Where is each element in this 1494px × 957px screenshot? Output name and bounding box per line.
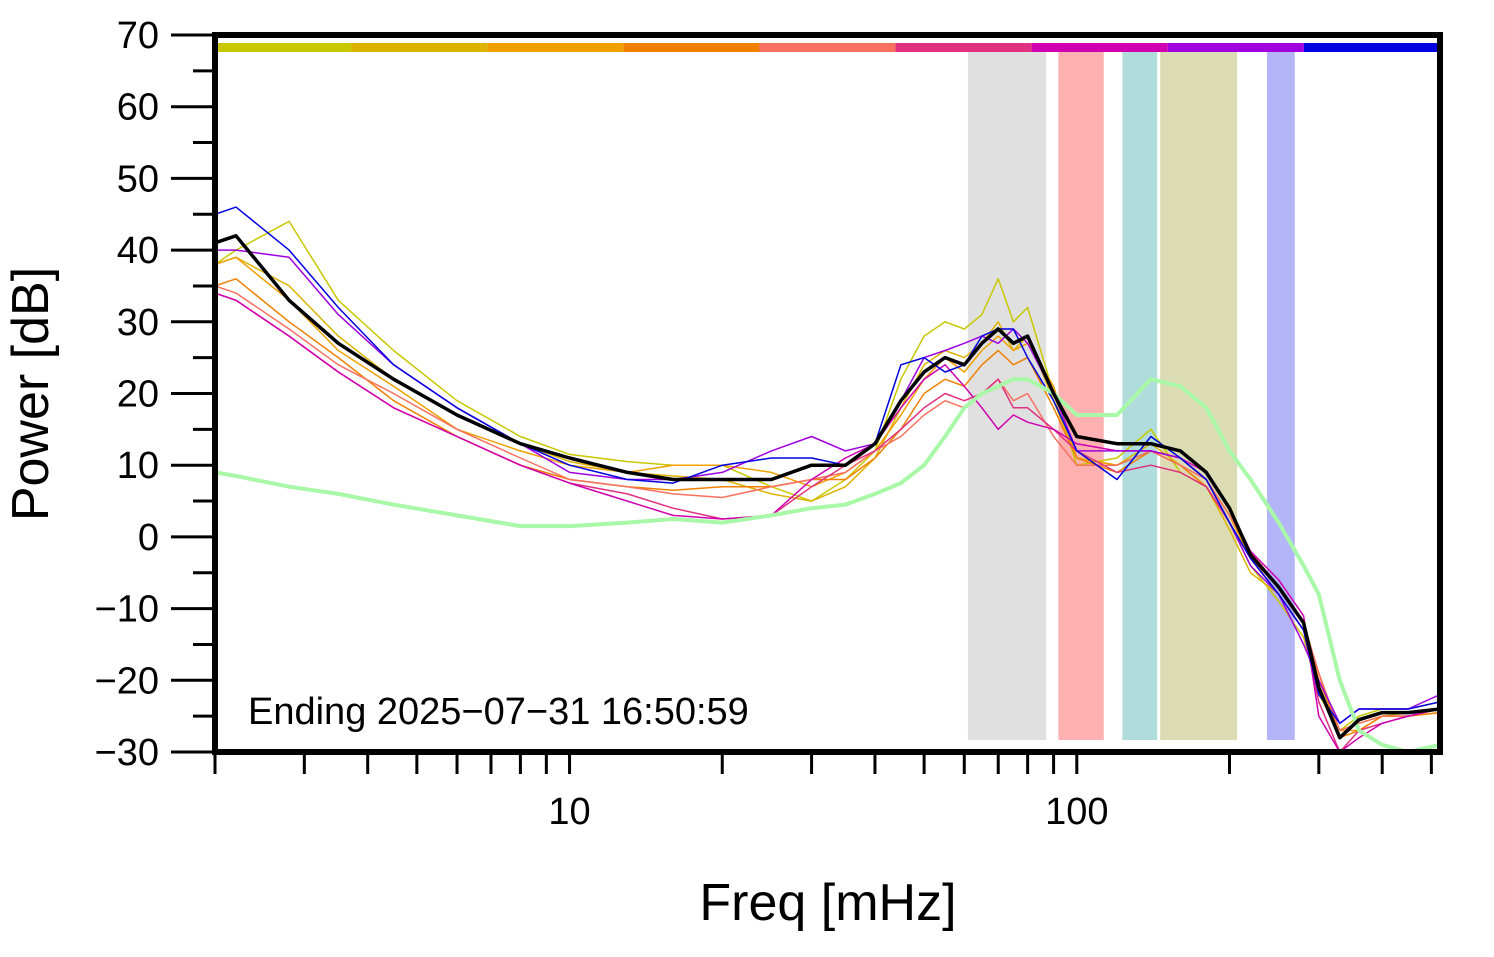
series-line xyxy=(215,206,1440,725)
color-key xyxy=(759,43,896,52)
y-tick-label: 30 xyxy=(117,302,159,344)
y-tick-label: −30 xyxy=(95,732,159,774)
color-key xyxy=(1031,43,1168,52)
band xyxy=(1058,52,1104,740)
series-line xyxy=(215,234,1440,740)
x-tick-label: 100 xyxy=(1045,791,1108,833)
y-tick-label: 40 xyxy=(117,230,159,272)
color-key xyxy=(487,43,624,52)
color-key xyxy=(215,43,352,52)
y-tick-label: 70 xyxy=(117,15,159,57)
plot-frame xyxy=(212,32,1443,755)
axes: −30 −20 −10 0 10 20 30 40 50 60 70 10 100 xyxy=(95,15,1443,833)
bands xyxy=(967,52,1295,740)
y-tick-label: 10 xyxy=(117,445,159,487)
color-key xyxy=(895,43,1032,52)
color-key xyxy=(623,43,760,52)
y-tick-label: 20 xyxy=(117,374,159,416)
y-tick-label: 60 xyxy=(117,87,159,129)
series-line xyxy=(215,256,1440,732)
y-tick-label: 50 xyxy=(117,158,159,200)
annotation: Ending 2025−07−31 16:50:59 xyxy=(248,691,749,733)
band xyxy=(1122,52,1158,740)
y-tick-label: −10 xyxy=(95,589,159,631)
band xyxy=(1266,52,1295,740)
x-axis-title: Freq [mHz] xyxy=(699,874,956,932)
color-key xyxy=(351,43,488,52)
x-tick-label: 10 xyxy=(548,791,590,833)
series-line xyxy=(215,292,1440,752)
lines xyxy=(215,206,1440,752)
y-axis-title: Power [dB] xyxy=(2,267,60,521)
series-line xyxy=(215,377,1440,752)
y-tick-label: −20 xyxy=(95,660,159,702)
series-line xyxy=(215,292,1440,752)
series-line xyxy=(215,220,1440,732)
color-key xyxy=(1303,43,1440,52)
band xyxy=(1160,52,1238,740)
color-key xyxy=(1167,43,1304,52)
y-tick-label: 0 xyxy=(138,517,159,559)
